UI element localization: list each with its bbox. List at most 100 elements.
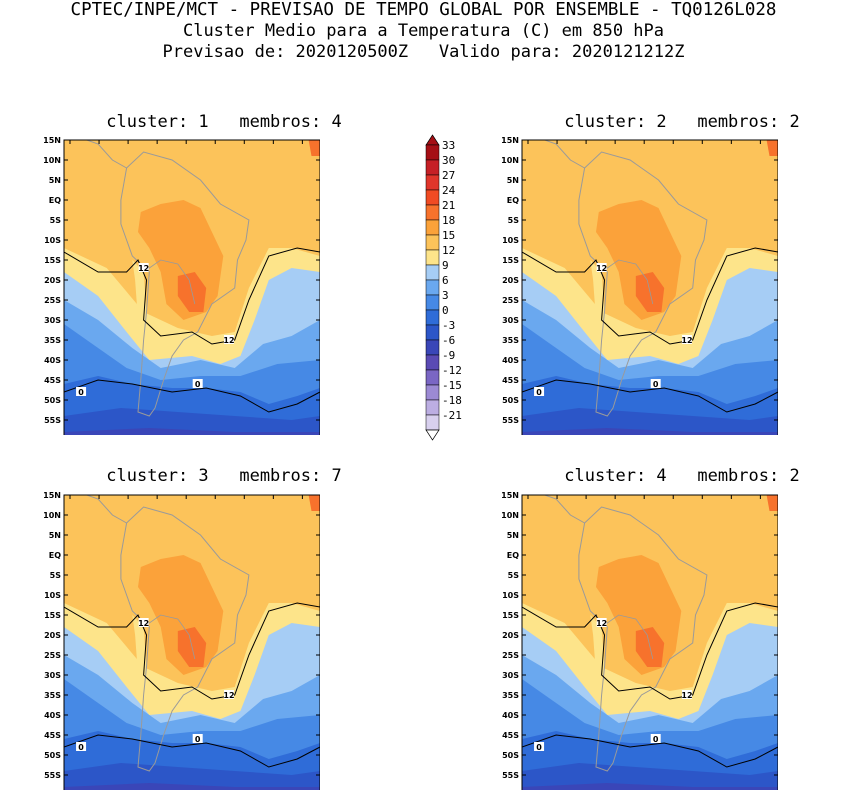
temperature-field: 12 12 0 0 (64, 140, 320, 435)
temperature-field: 12 12 0 0 (64, 495, 320, 790)
contour-12 (64, 247, 320, 345)
contour-12 (64, 602, 320, 700)
lat-tick-label: 5S (50, 216, 62, 225)
lat-tick-label: 45S (502, 731, 519, 740)
colorbar-label: -18 (442, 394, 462, 407)
colorbar-swatch (425, 414, 440, 431)
contour-label-0: 0 (536, 388, 542, 397)
lat-tick-label: 45S (502, 376, 519, 385)
contour-label-0: 0 (653, 735, 659, 744)
colorbar-swatch (425, 174, 440, 191)
lat-tick-label: 50S (44, 751, 61, 760)
colorbar-label: -15 (442, 379, 462, 392)
contour-label-0: 0 (653, 380, 659, 389)
lat-tick-label: 40S (502, 711, 519, 720)
colorbar-label: 30 (442, 154, 455, 167)
lat-tick-label: EQ (507, 551, 519, 560)
lat-tick-label: 20S (502, 631, 519, 640)
central-america-coast (86, 495, 127, 524)
lat-tick-label: 35S (44, 691, 61, 700)
map-panel-cluster-1: 12 12 0 0 15N 10N 5N EQ 5S 10S 15S 20S 25S 30S 35S 40S 4… (0, 135, 320, 435)
lat-tick-label: 35S (502, 691, 519, 700)
colorbar-legend: 33 30 27 24 21 18 15 12 9 6 3 0 -3 -6 -9 -12 -15 -18 -21 (422, 133, 482, 443)
colorbar-swatch (425, 294, 440, 311)
lat-tick-label: 15S (502, 611, 519, 620)
lat-tick-label: EQ (49, 196, 61, 205)
contour-label-0: 0 (78, 743, 84, 752)
lat-tick-label: 5N (49, 176, 61, 185)
lat-tick-label: 5N (507, 176, 519, 185)
lat-tick-label: 15N (43, 136, 61, 145)
colorbar-label: 15 (442, 229, 455, 242)
lat-tick-label: 25S (44, 296, 61, 305)
map-panel-cluster-3: 12 12 0 0 15N 10N 5N EQ 5S 10S 15S 20S 25S 30S 35S 40S 4… (0, 490, 320, 790)
lat-tick-label: 45S (44, 731, 61, 740)
lat-tick-label: 55S (44, 416, 61, 425)
central-america-coast (544, 140, 585, 169)
contour-0 (522, 734, 778, 768)
contour-label-12: 12 (223, 691, 234, 700)
lat-tick-label: 20S (502, 276, 519, 285)
colorbar-swatch (425, 219, 440, 236)
colorbar-arrow-top (425, 134, 440, 146)
colorbar-swatch (425, 399, 440, 416)
contour-label-12: 12 (596, 619, 607, 628)
temperature-field: 12 12 0 0 (522, 140, 778, 435)
colorbar-swatch (425, 264, 440, 281)
contour-label-0: 0 (195, 380, 201, 389)
coastline (120, 506, 250, 772)
lat-tick-label: EQ (507, 196, 519, 205)
border-lines (601, 614, 654, 660)
lat-tick-label: 10N (501, 156, 519, 165)
contour-12 (522, 247, 778, 345)
contour-label-0: 0 (195, 735, 201, 744)
colorbar-swatch (425, 339, 440, 356)
map-panel-cluster-2: 12 12 0 0 15N 10N 5N EQ 5S 10S 15S 20S 25S 30S 35S 40S 4… (458, 135, 778, 435)
lat-tick-label: 30S (502, 671, 519, 680)
lat-tick-label: 15N (501, 136, 519, 145)
lat-tick-label: 10N (43, 511, 61, 520)
map-frame (63, 494, 320, 790)
colorbar-label: -21 (442, 409, 462, 422)
lat-tick-label: 50S (502, 751, 519, 760)
colorbar-swatch (425, 249, 440, 266)
border-lines (143, 614, 196, 660)
lat-tick-label: 15S (502, 256, 519, 265)
lat-tick-label: 55S (502, 771, 519, 780)
colorbar-label: -6 (442, 334, 455, 347)
contour-0 (64, 734, 320, 768)
contour-0 (522, 379, 778, 413)
lat-tick-label: 10N (501, 511, 519, 520)
colorbar-swatch (425, 369, 440, 386)
colorbar-label: -9 (442, 349, 455, 362)
colorbar-swatch (425, 384, 440, 401)
colorbar-swatch (425, 204, 440, 221)
colorbar-swatch (425, 354, 440, 371)
panel-3-title: cluster: 3 membros: 7 (106, 466, 342, 486)
colorbar-label: -3 (442, 319, 455, 332)
lat-tick-label: 35S (502, 336, 519, 345)
contour-label-0: 0 (78, 388, 84, 397)
panel-2-title: cluster: 2 membros: 2 (564, 112, 800, 132)
main-title: CPTEC/INPE/MCT - PREVISAO DE TEMPO GLOBA… (70, 0, 777, 20)
lat-tick-label: 15S (44, 256, 61, 265)
lat-tick-label: 5N (507, 531, 519, 540)
colorbar-swatch (425, 159, 440, 176)
lat-tick-label: 20S (44, 276, 61, 285)
contour-12 (522, 602, 778, 700)
panel-1-title: cluster: 1 membros: 4 (106, 112, 342, 132)
colorbar-label: 6 (442, 274, 449, 287)
colorbar-swatch (425, 279, 440, 296)
lat-tick-label: 30S (44, 671, 61, 680)
colorbar-swatch (425, 234, 440, 251)
map-frame (521, 494, 778, 790)
lat-tick-label: EQ (49, 551, 61, 560)
map-frame (63, 139, 320, 435)
colorbar-label: 27 (442, 169, 455, 182)
contour-label-12: 12 (681, 691, 692, 700)
subtitle-variable: Cluster Medio para a Temperatura (C) em … (182, 21, 665, 41)
coastline (120, 151, 250, 417)
lat-tick-label: 15N (501, 491, 519, 500)
lat-tick-label: 20S (44, 631, 61, 640)
central-america-coast (544, 495, 585, 524)
